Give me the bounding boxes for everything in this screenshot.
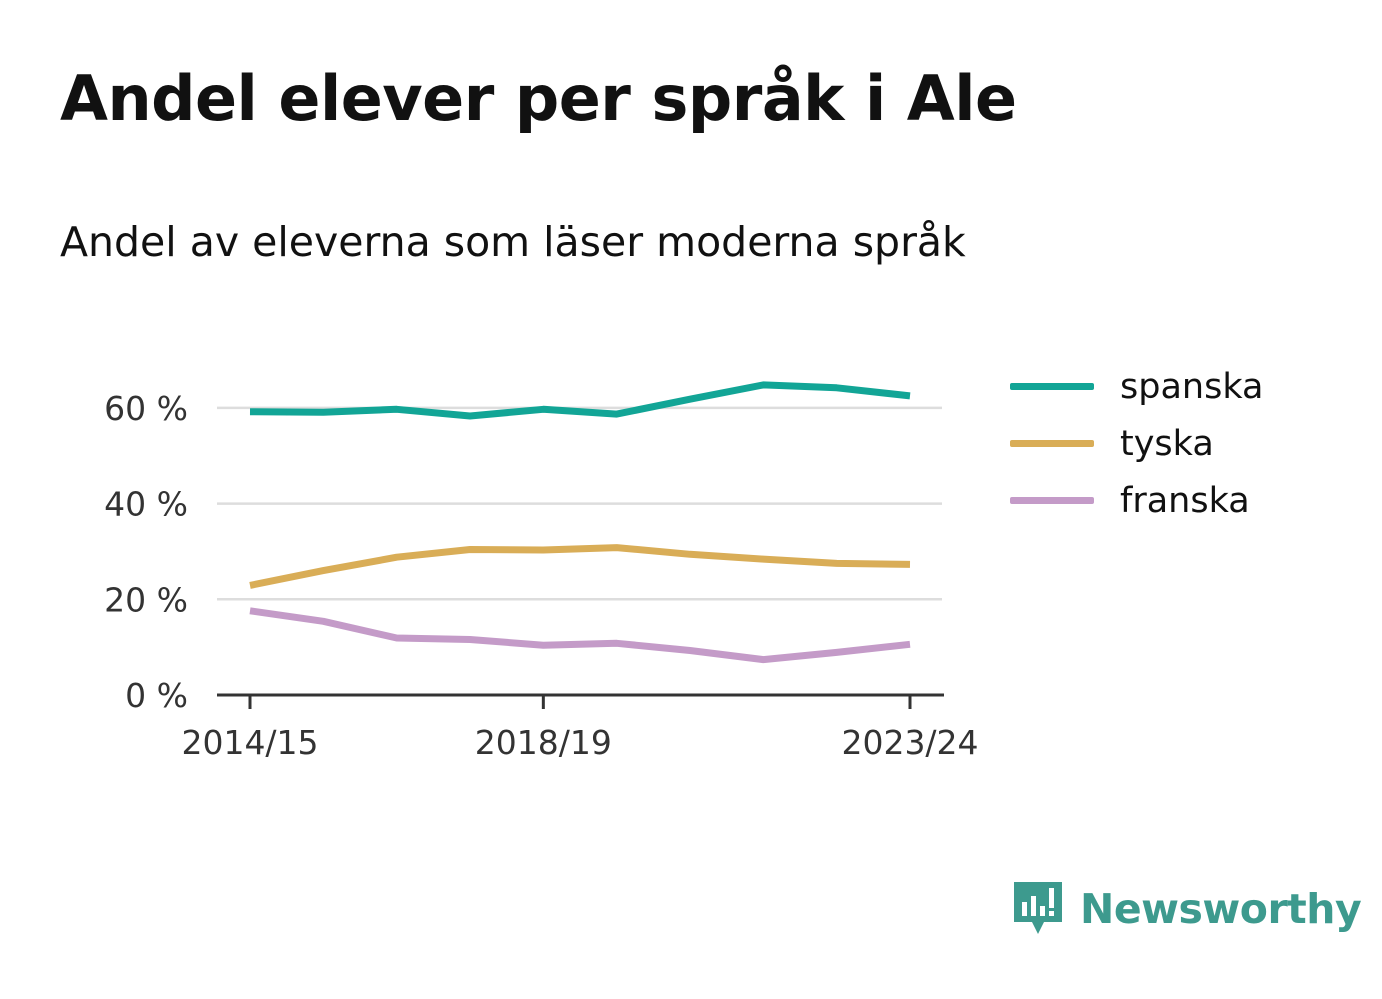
legend-swatch [1010,440,1094,447]
newsworthy-logo-icon [1014,882,1062,934]
x-tick-label: 2014/15 [181,723,318,762]
y-tick-label: 0 % [125,676,188,715]
legend-item-franska: franska [1010,472,1263,529]
brand-name: Newsworthy [1080,885,1362,933]
legend-item-spanska: spanska [1010,358,1263,415]
series-line-tyska [249,544,911,589]
series-lines [249,381,911,664]
legend-swatch [1010,383,1094,390]
legend-swatch [1010,497,1094,504]
gridlines [217,406,942,601]
y-tick-label: 40 % [104,485,188,524]
x-tick-label: 2023/24 [841,723,978,762]
y-tick-label: 20 % [104,580,188,619]
chart-title: Andel elever per språk i Ale [60,62,1017,135]
chart-subtitle: Andel av eleverna som läser moderna språ… [60,218,966,266]
x-axis: 2014/15 2018/19 2023/24 [181,693,979,762]
legend: spanska tyska franska [1010,358,1263,529]
series-line-franska [249,607,911,664]
series-line-spanska [249,381,911,420]
legend-label: franska [1120,480,1250,521]
brand-logo: Newsworthy [1010,878,1362,940]
y-axis: 0 % 20 % 40 % 60 % [104,389,188,715]
legend-item-tyska: tyska [1010,415,1263,472]
legend-label: spanska [1120,366,1264,407]
x-tick-label: 2018/19 [475,723,612,762]
y-tick-label: 60 % [104,389,188,428]
legend-label: tyska [1120,423,1214,464]
